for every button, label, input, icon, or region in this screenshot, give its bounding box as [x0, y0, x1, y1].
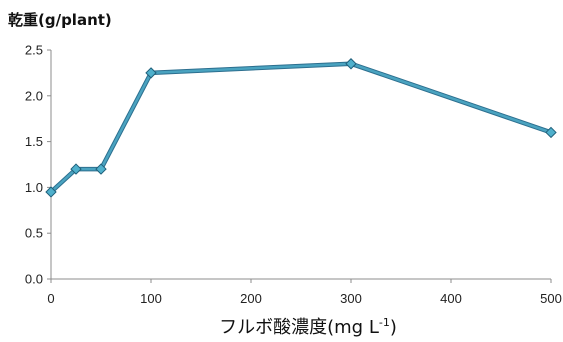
x-axis-label-suffix: ) [390, 317, 397, 338]
x-tick-label: 0 [47, 291, 54, 306]
y-tick-label: 2.5 [25, 43, 43, 58]
data-point-marker [45, 186, 57, 198]
data-point-marker [70, 163, 82, 175]
x-axis-label: フルボ酸濃度(mg L-1) [219, 316, 397, 338]
x-axis-label-superscript: -1 [379, 316, 390, 329]
x-tick-label: 200 [240, 291, 262, 306]
x-tick-label: 100 [140, 291, 162, 306]
y-axis-ticks: 0.0 0.5 1.0 1.5 2.0 2.5 [25, 43, 51, 287]
x-tick-label: 500 [540, 291, 562, 306]
data-point-marker [345, 58, 357, 70]
data-point-marker [145, 67, 157, 79]
series-line-outline [49, 61, 552, 194]
x-axis-ticks: 0 100 200 300 400 500 [47, 279, 562, 306]
y-tick-label: 0.0 [25, 272, 43, 287]
x-tick-label: 300 [340, 291, 362, 306]
series-group [45, 58, 557, 198]
y-tick-label: 0.5 [25, 226, 43, 241]
x-axis-label-main: フルボ酸濃度(mg L [219, 317, 379, 338]
y-tick-label: 1.5 [25, 134, 43, 149]
x-tick-label: 400 [440, 291, 462, 306]
axes [50, 50, 551, 280]
data-point-marker [95, 163, 107, 175]
chart-title: 乾重(g/plant) [8, 11, 112, 29]
data-point-marker [545, 126, 557, 139]
y-tick-label: 2.0 [25, 88, 43, 103]
y-tick-label: 1.0 [25, 180, 43, 195]
series-line [50, 62, 552, 193]
